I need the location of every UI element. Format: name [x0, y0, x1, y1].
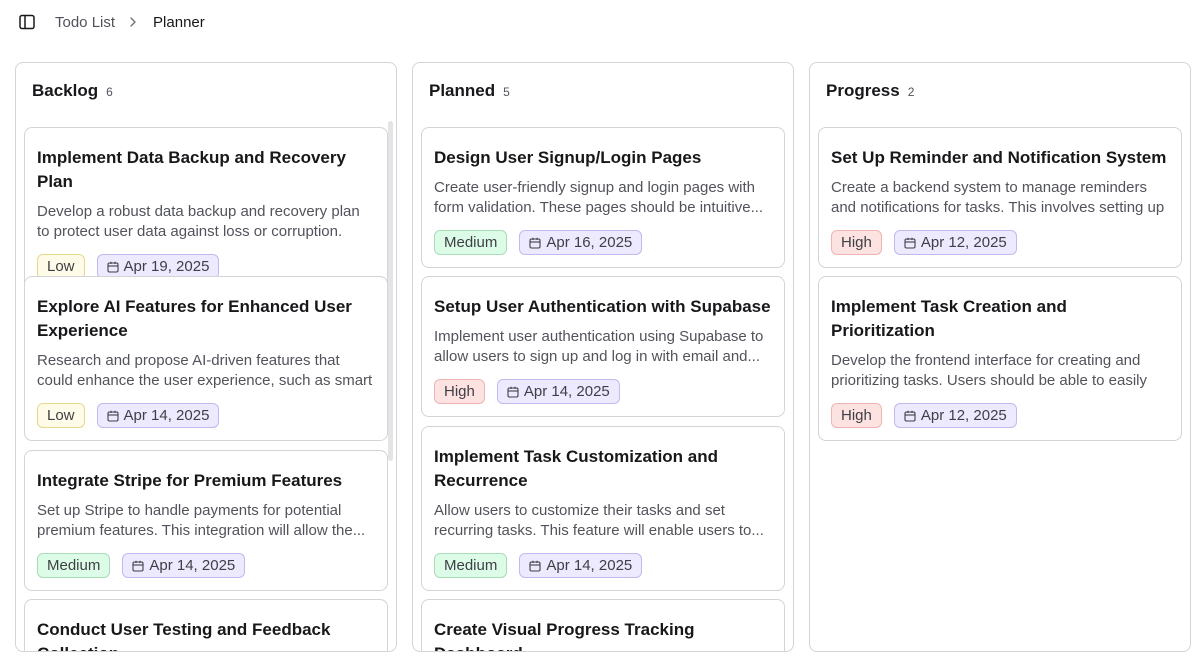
date-text: Apr 16, 2025	[546, 234, 633, 251]
date-text: Apr 14, 2025	[123, 407, 210, 424]
card-title: Conduct User Testing and Feedback Collec…	[37, 620, 331, 651]
task-card[interactable]: Setup User Authentication with Supabase …	[421, 276, 785, 417]
date-badge: Apr 16, 2025	[519, 230, 643, 255]
task-card[interactable]: Conduct User Testing and Feedback Collec…	[24, 599, 388, 651]
card-description: Develop a robust data backup and recover…	[37, 203, 360, 240]
column-header: Backlog 6	[32, 81, 113, 101]
priority-badge: Low	[37, 254, 85, 279]
date-text: Apr 19, 2025	[123, 258, 210, 275]
scrollbar-thumb[interactable]	[388, 121, 393, 461]
date-badge: Apr 12, 2025	[893, 230, 1017, 255]
card-title: Create Visual Progress Tracking Dashboar…	[434, 620, 695, 651]
card-meta: High Apr 12, 2025	[831, 230, 1169, 255]
priority-badge: Medium	[434, 553, 508, 578]
breadcrumb: Todo List Planner	[55, 12, 205, 32]
card-description: Implement user authentication using Supa…	[434, 328, 764, 365]
date-badge: Apr 12, 2025	[893, 403, 1017, 428]
top-bar: Todo List Planner	[0, 0, 1200, 44]
column-count: 5	[503, 85, 510, 99]
priority-badge: High	[831, 403, 882, 428]
column-planned: Planned 5 Design User Signup/Login Pages…	[412, 62, 794, 652]
column-title: Planned	[429, 81, 496, 100]
calendar-icon	[904, 237, 916, 249]
date-text: Apr 14, 2025	[149, 557, 236, 574]
card-title: Design User Signup/Login Pages	[434, 148, 702, 167]
calendar-icon	[529, 560, 541, 572]
task-card[interactable]: Explore AI Features for Enhanced User Ex…	[24, 276, 388, 441]
date-text: Apr 12, 2025	[920, 407, 1007, 424]
card-description: Set up Stripe to handle payments for pot…	[37, 502, 366, 539]
column-count: 6	[106, 85, 113, 99]
card-meta: High Apr 12, 2025	[831, 403, 1169, 428]
card-title: Implement Task Creation and Prioritizati…	[831, 297, 1067, 340]
card-description: Allow users to customize their tasks and…	[434, 502, 764, 539]
priority-badge: High	[831, 230, 882, 255]
date-text: Apr 12, 2025	[920, 234, 1007, 251]
priority-badge: High	[434, 379, 485, 404]
card-description: Create a backend system to manage remind…	[831, 179, 1165, 216]
card-description: Develop the frontend interface for creat…	[831, 352, 1147, 389]
priority-badge: Medium	[37, 553, 111, 578]
calendar-icon	[904, 410, 916, 422]
date-text: Apr 14, 2025	[546, 557, 633, 574]
sidebar-toggle-icon[interactable]	[17, 12, 37, 32]
calendar-icon	[529, 237, 541, 249]
breadcrumb-todo-list[interactable]: Todo List	[55, 13, 116, 31]
task-card[interactable]: Design User Signup/Login Pages Create us…	[421, 127, 785, 268]
task-card[interactable]: Create Visual Progress Tracking Dashboar…	[421, 599, 785, 651]
column-backlog: Backlog 6 Implement Data Backup and Reco…	[15, 62, 397, 652]
card-title: Implement Data Backup and Recovery Plan	[37, 148, 346, 191]
chevron-right-icon	[127, 15, 141, 29]
priority-badge: Medium	[434, 230, 508, 255]
column-progress: Progress 2 Set Up Reminder and Notificat…	[809, 62, 1191, 652]
date-text: Apr 14, 2025	[523, 383, 610, 400]
task-card[interactable]: Implement Data Backup and Recovery Plan …	[24, 127, 388, 292]
column-title: Backlog	[32, 81, 99, 100]
task-card[interactable]: Implement Task Creation and Prioritizati…	[818, 276, 1182, 441]
card-title: Integrate Stripe for Premium Features	[37, 471, 343, 490]
column-header: Planned 5	[429, 81, 510, 101]
card-meta: Low Apr 14, 2025	[37, 403, 375, 428]
card-meta: Medium Apr 14, 2025	[434, 553, 772, 578]
card-meta: High Apr 14, 2025	[434, 379, 772, 404]
date-badge: Apr 14, 2025	[122, 553, 246, 578]
task-card[interactable]: Integrate Stripe for Premium Features Se…	[24, 450, 388, 591]
date-badge: Apr 14, 2025	[496, 379, 620, 404]
column-count: 2	[907, 85, 915, 99]
date-badge: Apr 14, 2025	[96, 403, 220, 428]
calendar-icon	[132, 560, 144, 572]
card-meta: Medium Apr 14, 2025	[37, 553, 375, 578]
card-title: Setup User Authentication with Supabase	[434, 297, 771, 316]
card-title: Explore AI Features for Enhanced User Ex…	[37, 297, 352, 340]
card-meta: Medium Apr 16, 2025	[434, 230, 772, 255]
calendar-icon	[106, 261, 119, 273]
breadcrumb-current-page: Planner	[153, 13, 205, 31]
card-title: Set Up Reminder and Notification System	[831, 148, 1167, 167]
calendar-icon	[106, 410, 119, 422]
task-card[interactable]: Implement Task Customization and Recurre…	[421, 426, 785, 591]
task-card[interactable]: Set Up Reminder and Notification System …	[818, 127, 1182, 268]
column-title: Progress	[826, 81, 900, 100]
card-description: Create user-friendly signup and login pa…	[434, 179, 764, 216]
calendar-icon	[507, 386, 519, 398]
date-badge: Apr 14, 2025	[519, 553, 643, 578]
card-description: Research and propose AI-driven features …	[37, 352, 373, 389]
column-header: Progress 2	[826, 81, 914, 101]
priority-badge: Low	[37, 403, 85, 428]
card-title: Implement Task Customization and Recurre…	[434, 447, 719, 490]
